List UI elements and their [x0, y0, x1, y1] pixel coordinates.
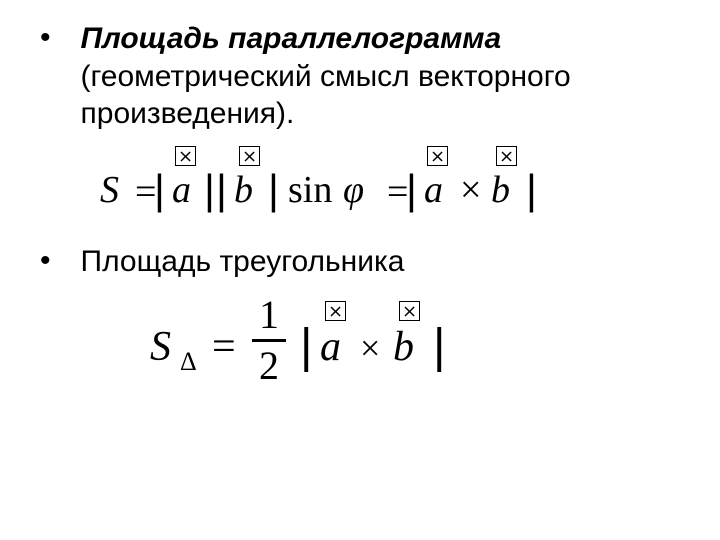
- arrow-a2: ⨯: [427, 146, 448, 166]
- bar-8: |: [433, 319, 445, 374]
- bullet-item-triangle: • Площадь треугольника: [30, 243, 690, 281]
- var-S2: S: [150, 323, 171, 371]
- var-a3: a: [320, 323, 341, 371]
- bar-1: |: [154, 166, 165, 214]
- arrow-b3: ⨯: [399, 301, 420, 321]
- bar-3: |: [216, 166, 227, 214]
- item1-title-bold: Площадь параллелограмма: [81, 22, 502, 55]
- item2-title: Площадь треугольника: [81, 245, 405, 278]
- arrow-a3: ⨯: [325, 301, 346, 321]
- op-eq3: =: [212, 323, 236, 371]
- var-b1: b: [234, 168, 253, 212]
- formula-parallelogram: S = | ⨯ a | | ⨯ b | sin φ = | ⨯ a × ⨯ b …: [100, 148, 690, 218]
- var-phi: φ: [343, 168, 364, 212]
- bar-4: |: [268, 166, 279, 214]
- bar-5: |: [406, 166, 417, 214]
- bullet-dot: •: [40, 20, 51, 133]
- item1-content: Площадь параллелограмма (геометрический …: [81, 20, 690, 133]
- frac-num: 1: [252, 295, 286, 335]
- op-cross1: ×: [460, 168, 481, 212]
- var-b3: b: [393, 323, 414, 371]
- fn-sin: sin: [288, 168, 332, 212]
- frac-den: 2: [252, 346, 286, 386]
- bar-2: |: [204, 166, 215, 214]
- var-a1: a: [172, 168, 191, 212]
- item2-content: Площадь треугольника: [81, 243, 690, 281]
- fraction: 1 2: [252, 295, 286, 386]
- bullet-item-parallelogram: • Площадь параллелограмма (геометрически…: [30, 20, 690, 133]
- sub-delta: Δ: [180, 347, 197, 377]
- arrow-b2: ⨯: [496, 146, 517, 166]
- op-cross2: ×: [360, 327, 380, 369]
- bullet-dot2: •: [40, 243, 51, 281]
- formula-triangle: S Δ = 1 2 | ⨯ a × ⨯ b |: [150, 295, 690, 395]
- item1-title-rest: (геометрический смысл векторного произве…: [81, 60, 571, 131]
- var-b2: b: [491, 168, 510, 212]
- bar-6: |: [526, 166, 537, 214]
- arrow-b1: ⨯: [239, 146, 260, 166]
- bar-7: |: [300, 319, 312, 374]
- var-S: S: [100, 168, 119, 212]
- frac-line: [252, 339, 286, 342]
- arrow-a1: ⨯: [175, 146, 196, 166]
- var-a2: a: [424, 168, 443, 212]
